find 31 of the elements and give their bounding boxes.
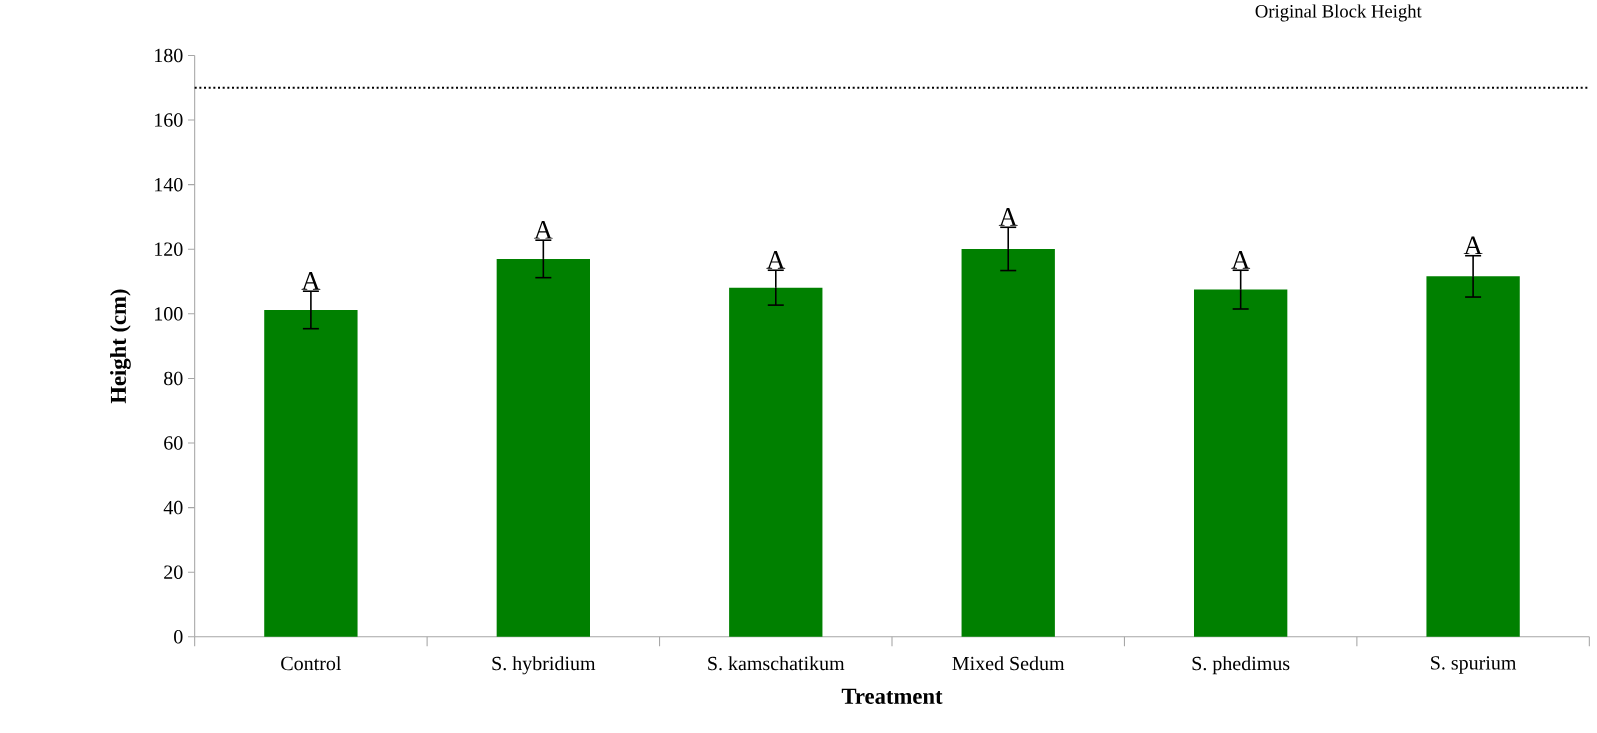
x-axis-title: Treatment bbox=[841, 688, 943, 705]
x-tick-label: Control bbox=[281, 656, 342, 671]
x-tick-label: S. hybridium bbox=[492, 656, 596, 675]
bar bbox=[961, 249, 1055, 637]
y-axis-title: Height (cm) bbox=[110, 289, 131, 404]
y-tick-label: 180 bbox=[155, 48, 183, 63]
y-tick-label: 120 bbox=[155, 242, 183, 257]
y-tick-label: 0 bbox=[174, 630, 183, 644]
y-tick-label: 60 bbox=[164, 436, 183, 450]
ref-line-label: Original Block Height bbox=[1255, 4, 1422, 22]
x-tick-label: S. kamschatikum bbox=[708, 656, 845, 671]
bar bbox=[496, 259, 590, 637]
annotation: A bbox=[766, 251, 786, 269]
bar bbox=[729, 287, 823, 637]
annotation: A bbox=[998, 208, 1018, 226]
x-tick-label: S. phedimus bbox=[1192, 656, 1290, 675]
y-tick-label: 20 bbox=[164, 565, 183, 580]
annotation: A bbox=[533, 221, 553, 239]
y-tick-label: 160 bbox=[155, 113, 183, 127]
y-tick-label: 80 bbox=[164, 371, 183, 386]
y-tick-label: 140 bbox=[155, 178, 183, 192]
y-tick-label: 40 bbox=[163, 500, 183, 515]
annotation: A bbox=[301, 272, 321, 290]
annotation: A bbox=[1463, 236, 1483, 255]
x-tick-label: Mixed Sedum bbox=[952, 656, 1065, 671]
annotation: A bbox=[1231, 251, 1251, 269]
y-tick-label: 100 bbox=[155, 307, 183, 321]
bar bbox=[1194, 289, 1288, 637]
bar bbox=[264, 310, 358, 637]
x-tick-label: S. spurium bbox=[1431, 656, 1517, 674]
bar bbox=[1426, 276, 1520, 637]
